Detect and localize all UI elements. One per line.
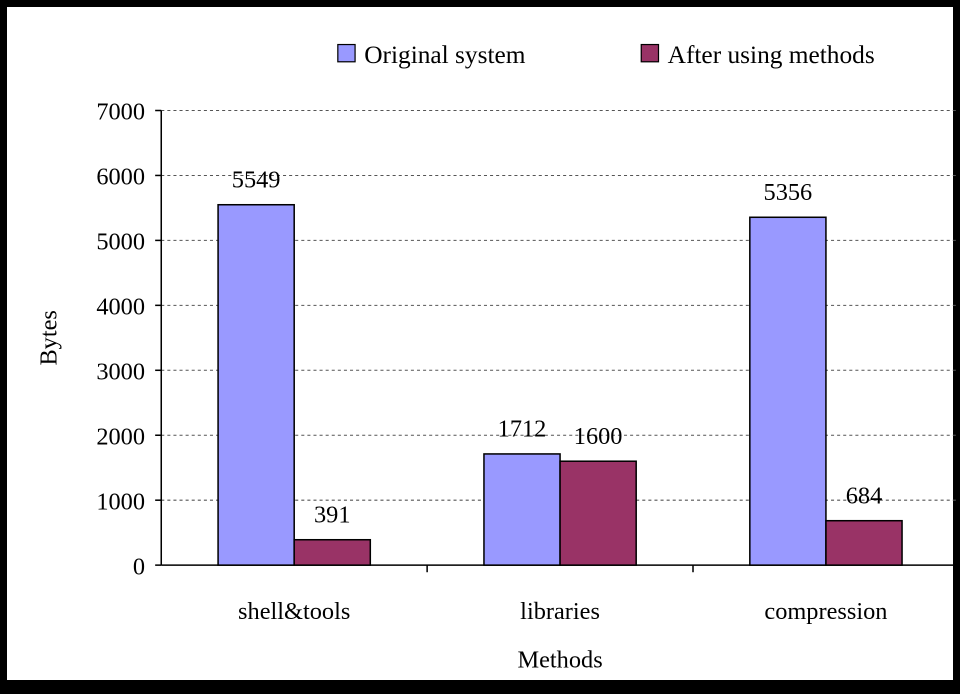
data-label: 1600 — [574, 423, 623, 450]
legend-label: Original system — [364, 41, 526, 69]
data-label: 684 — [846, 482, 883, 509]
data-label: 5549 — [232, 166, 281, 193]
y-tick-label: 2000 — [96, 423, 145, 450]
y-tick-label: 1000 — [96, 488, 145, 515]
y-tick-label: 3000 — [96, 358, 145, 385]
bar-after-using-methods — [559, 460, 637, 566]
y-tick-label: 6000 — [96, 164, 145, 191]
chart-frame: 0 1000 2000 3000 4000 5000 6000 7000 shell&tools… — [7, 7, 959, 680]
bar-chart: 0 1000 2000 3000 4000 5000 6000 7000 shell&tools… — [36, 41, 959, 674]
y-tick-label: 5000 — [96, 229, 145, 256]
y-tick-label: 4000 — [96, 293, 145, 320]
data-label: 391 — [314, 501, 351, 528]
bar-original-system — [217, 203, 295, 566]
x-tick-label: shell&tools — [238, 598, 350, 625]
y-tick-label: 7000 — [96, 99, 145, 126]
data-label: 1712 — [498, 416, 547, 443]
y-tick-label: 0 — [133, 553, 145, 580]
legend-swatch — [640, 43, 660, 63]
y-axis-title: Bytes — [36, 310, 63, 365]
data-label: 5356 — [764, 179, 813, 206]
bar-original-system — [749, 216, 827, 566]
legend-swatch — [337, 43, 356, 63]
x-axis-title: Methods — [517, 647, 602, 674]
bar-after-using-methods — [825, 519, 903, 566]
bar-after-using-methods — [293, 538, 372, 566]
x-tick-label: compression — [764, 598, 887, 625]
legend-label: After using methods — [668, 41, 875, 69]
x-tick-label: libraries — [520, 598, 600, 625]
bar-original-system — [483, 453, 561, 566]
